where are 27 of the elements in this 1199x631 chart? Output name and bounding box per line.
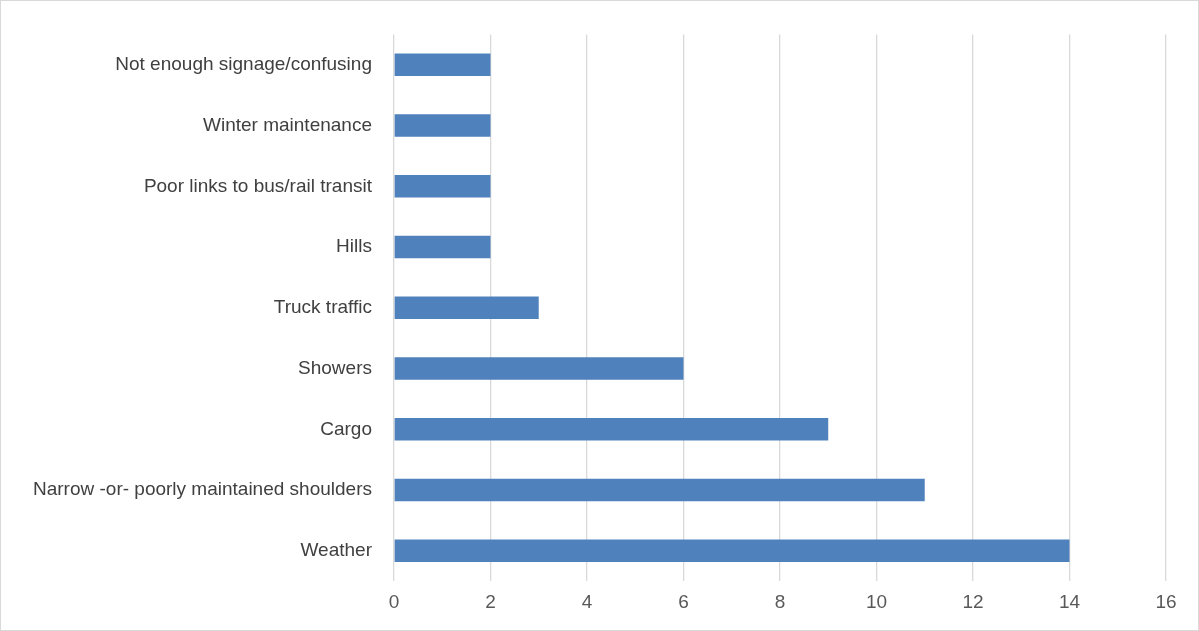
x-tick-label: 12	[962, 590, 984, 612]
y-tick-label: Truck traffic	[273, 296, 372, 318]
y-tick-label: Winter maintenance	[203, 113, 372, 135]
bar	[394, 114, 491, 137]
y-tick-label: Hills	[336, 235, 372, 257]
bar	[394, 235, 491, 259]
bar	[394, 357, 684, 380]
x-tick-label: 6	[678, 590, 689, 612]
x-tick-label: 10	[865, 590, 888, 612]
y-tick-label: Showers	[298, 356, 372, 378]
bar	[394, 539, 1070, 563]
y-tick-label: Not enough signage/confusing	[115, 53, 372, 75]
x-tick-label: 8	[774, 590, 786, 612]
x-tick-label: 4	[581, 590, 593, 612]
bar	[394, 418, 829, 441]
x-tick-label: 0	[388, 590, 400, 612]
bar	[394, 175, 491, 198]
bar	[394, 296, 539, 320]
y-tick-label: Cargo	[320, 417, 372, 439]
x-tick-label: 2	[485, 590, 496, 612]
x-tick-label: 16	[1155, 590, 1177, 612]
bar	[394, 53, 491, 77]
y-tick-label: Narrow -or- poorly maintained shoulders	[32, 478, 372, 500]
y-tick-label: Poor links to bus/rail transit	[143, 174, 373, 196]
bar	[394, 478, 925, 502]
y-tick-label: Weather	[300, 539, 373, 561]
x-tick-label: 14	[1058, 590, 1081, 612]
